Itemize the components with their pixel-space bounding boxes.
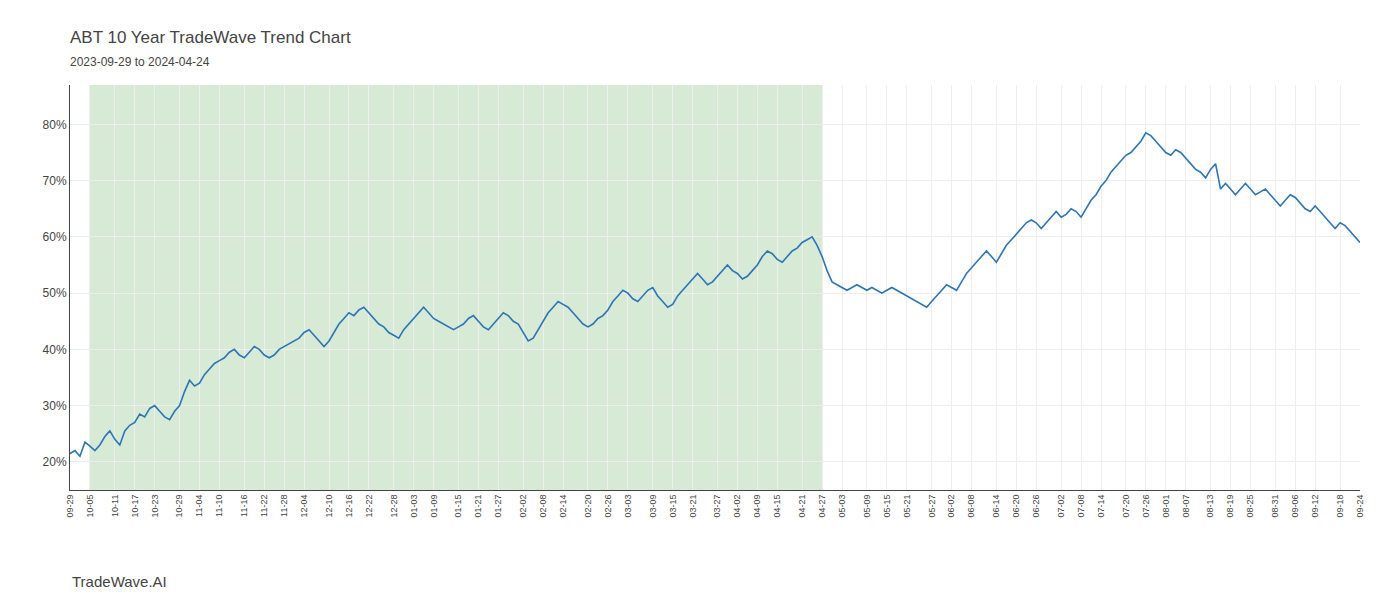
svg-text:01-15: 01-15 [453,495,463,518]
svg-text:12-28: 12-28 [389,495,399,518]
svg-text:03-15: 03-15 [668,495,678,518]
svg-text:01-27: 01-27 [493,495,503,518]
svg-text:04-21: 04-21 [797,495,807,518]
svg-text:07-02: 07-02 [1056,495,1066,518]
svg-text:70%: 70% [43,174,67,188]
svg-text:12-22: 12-22 [364,495,374,518]
svg-text:02-08: 02-08 [538,495,548,518]
svg-text:50%: 50% [43,286,67,300]
svg-text:03-21: 03-21 [688,495,698,518]
svg-text:03-03: 03-03 [623,495,633,518]
svg-text:05-21: 05-21 [902,495,912,518]
svg-text:09-06: 09-06 [1290,495,1300,518]
svg-text:04-09: 04-09 [752,495,762,518]
svg-text:ABT 10 Year TradeWave Trend Ch: ABT 10 Year TradeWave Trend Chart [70,28,351,47]
svg-text:01-03: 01-03 [409,495,419,518]
svg-text:11-04: 11-04 [194,495,204,517]
svg-text:08-01: 08-01 [1161,495,1171,518]
svg-text:05-03: 05-03 [837,495,847,518]
svg-text:01-09: 01-09 [429,495,439,518]
svg-text:08-07: 08-07 [1181,495,1191,518]
svg-text:10-23: 10-23 [150,495,160,518]
svg-text:60%: 60% [43,230,67,244]
svg-text:04-27: 04-27 [817,495,827,518]
svg-text:05-27: 05-27 [927,495,937,518]
svg-text:03-09: 03-09 [648,495,658,518]
svg-text:11-10: 11-10 [214,495,224,517]
svg-text:08-19: 08-19 [1225,495,1235,518]
svg-text:08-31: 08-31 [1270,495,1280,518]
svg-text:09-24: 09-24 [1355,495,1365,518]
svg-text:10-11: 10-11 [110,495,120,517]
svg-text:11-28: 11-28 [279,495,289,517]
svg-text:10-17: 10-17 [130,495,140,518]
svg-text:10-29: 10-29 [175,495,185,518]
svg-text:11-22: 11-22 [259,495,269,517]
svg-text:09-29: 09-29 [65,495,75,518]
svg-text:07-14: 07-14 [1096,495,1106,518]
svg-text:80%: 80% [43,118,67,132]
svg-text:02-20: 02-20 [583,495,593,518]
svg-text:12-10: 12-10 [324,495,334,518]
svg-text:06-02: 06-02 [947,495,957,518]
svg-text:02-26: 02-26 [603,495,613,518]
svg-text:04-15: 04-15 [772,495,782,518]
svg-text:07-08: 07-08 [1076,495,1086,518]
svg-text:11-16: 11-16 [239,495,249,517]
svg-text:07-26: 07-26 [1141,495,1151,518]
svg-text:TradeWave.AI: TradeWave.AI [72,573,167,590]
svg-text:01-21: 01-21 [473,495,483,518]
svg-text:06-14: 06-14 [991,495,1001,518]
svg-text:08-25: 08-25 [1245,495,1255,518]
svg-text:20%: 20% [43,455,67,469]
svg-text:03-27: 03-27 [712,495,722,518]
svg-text:09-12: 09-12 [1310,495,1320,518]
svg-text:05-09: 05-09 [862,495,872,518]
svg-text:04-02: 04-02 [732,495,742,518]
svg-text:06-08: 06-08 [966,495,976,518]
svg-text:10-05: 10-05 [85,495,95,518]
svg-text:08-13: 08-13 [1206,495,1216,518]
svg-text:02-02: 02-02 [518,495,528,518]
svg-text:30%: 30% [43,399,67,413]
svg-text:12-04: 12-04 [299,495,309,518]
svg-text:07-20: 07-20 [1121,495,1131,518]
svg-text:2023-09-29 to 2024-04-24: 2023-09-29 to 2024-04-24 [70,55,210,69]
svg-text:05-15: 05-15 [882,495,892,518]
svg-text:06-26: 06-26 [1031,495,1041,518]
svg-text:12-16: 12-16 [344,495,354,518]
svg-text:02-14: 02-14 [558,495,568,518]
svg-text:40%: 40% [43,343,67,357]
svg-text:09-18: 09-18 [1335,495,1345,518]
svg-text:06-20: 06-20 [1011,495,1021,518]
